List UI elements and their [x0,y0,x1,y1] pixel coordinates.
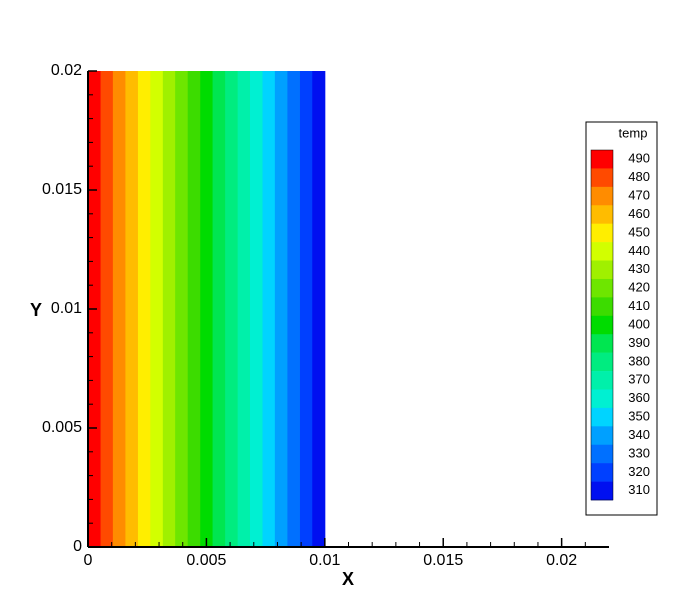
contour-band [299,71,313,547]
contour-band [100,71,114,547]
legend-swatch [591,463,613,482]
legend-label: 310 [628,482,650,497]
legend-label: 470 [628,187,650,202]
legend-swatch [591,407,613,427]
legend-label: 390 [628,335,650,350]
legend-swatch [591,334,613,353]
contour-band [249,71,264,547]
contour-band [225,71,239,547]
legend-swatch [591,371,613,390]
legend-swatch [591,168,613,188]
legend-label: 420 [628,280,650,295]
contour-band [200,71,214,547]
legend-swatch [591,315,613,335]
contour-band [125,71,139,547]
y-tick-label: 0.01 [51,300,82,317]
contour-band [237,71,251,547]
legend-swatch [591,352,613,372]
legend-title: temp [619,125,648,140]
contour-band [150,71,164,547]
legend-label: 380 [628,353,650,368]
legend-label: 430 [628,261,650,276]
legend-label: 480 [628,169,650,184]
contour-band [287,71,301,547]
y-axis-label: Y [30,300,42,320]
contour-band [274,71,288,547]
legend-label: 340 [628,427,650,442]
contour-band [212,71,226,547]
legend-label: 350 [628,409,650,424]
legend-swatch [591,426,613,446]
legend-label: 450 [628,224,650,239]
x-tick-label: 0.02 [546,552,577,569]
y-tick-label: 0 [73,538,82,555]
legend-label: 370 [628,372,650,387]
legend-label: 320 [628,464,650,479]
y-tick-label: 0.015 [42,181,82,198]
legend-swatch [591,205,613,224]
legend-swatch [591,444,613,464]
legend-swatch [591,242,613,261]
contour-band [112,71,126,547]
legend-label: 330 [628,445,650,460]
legend-swatch [591,278,613,298]
legend-swatch-frame [590,149,614,501]
contour-band [175,71,189,547]
contour-band [262,71,276,547]
contour-band [187,71,201,547]
legend-swatch [591,481,613,501]
legend-swatch [591,186,613,206]
legend-swatch [591,223,613,243]
y-tick-label: 0.005 [42,419,82,436]
legend-swatch [591,150,613,169]
legend-label: 410 [628,298,650,313]
legend-swatch [591,260,613,280]
legend-swatch [591,297,613,317]
legend-swatch [591,389,613,409]
contour-band [162,71,176,547]
contour-band [137,71,151,547]
legend-label: 460 [628,206,650,221]
contour-band [312,71,326,547]
x-tick-label: 0 [84,552,93,569]
x-tick-label: 0.01 [309,552,340,569]
x-tick-label: 0.015 [423,552,463,569]
legend-label: 360 [628,390,650,405]
y-tick-label: 0.02 [51,62,82,79]
legend-label: 490 [628,151,650,166]
x-tick-label: 0.005 [186,552,226,569]
x-axis-label: X [342,569,354,589]
legend-label: 440 [628,243,650,258]
legend-label: 400 [628,316,650,331]
